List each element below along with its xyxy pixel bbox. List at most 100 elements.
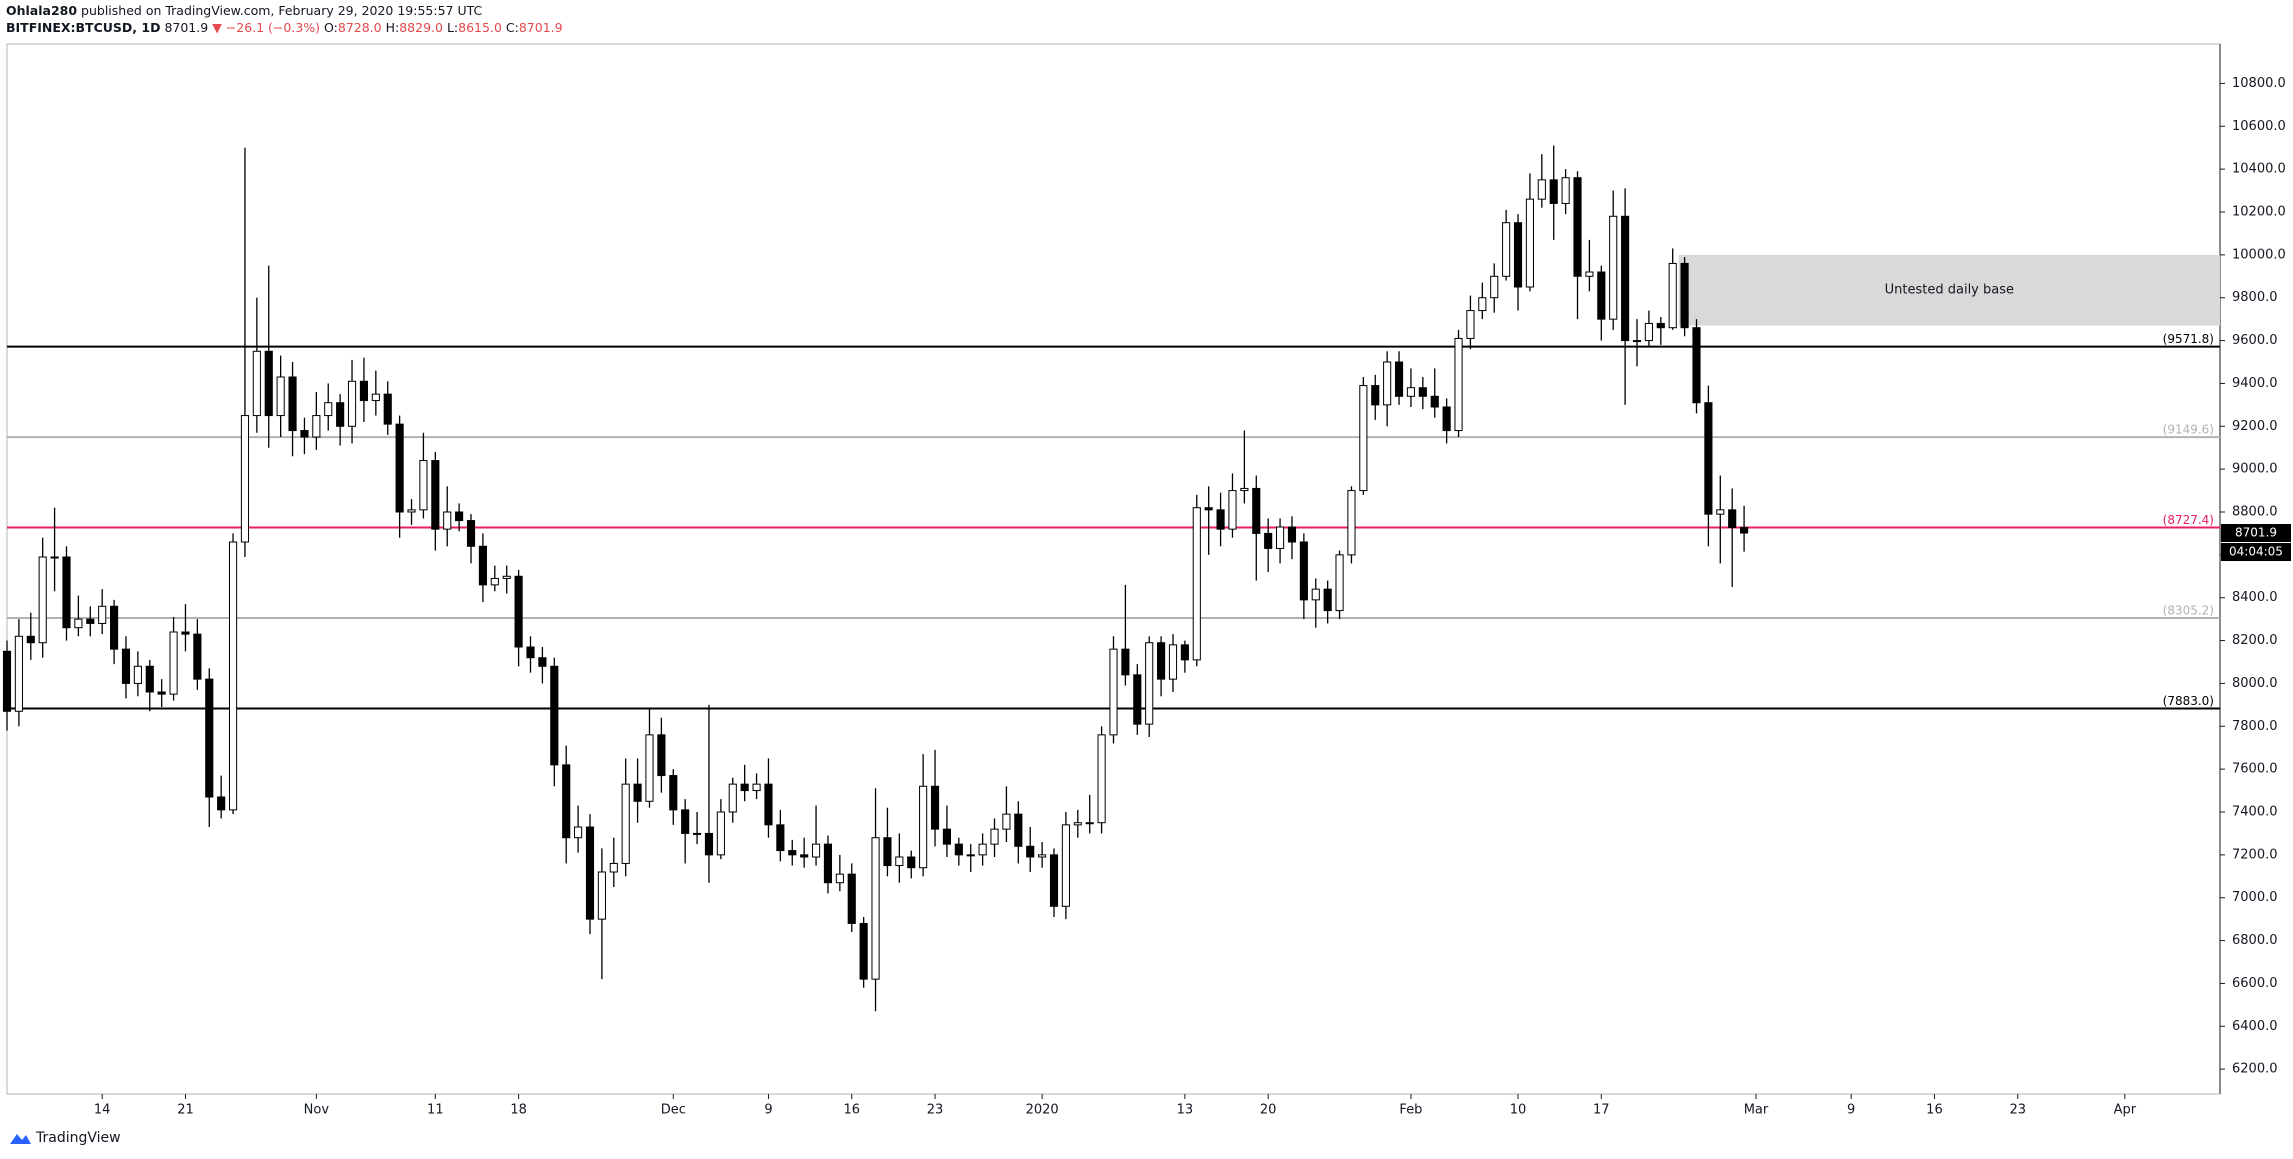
candle-body	[14, 635, 23, 712]
y-tick-label: 10600.0	[2232, 119, 2286, 134]
candle-body	[859, 922, 868, 980]
y-tick-label: 7000.0	[2232, 890, 2278, 905]
candle-body	[419, 460, 428, 511]
candle-body	[264, 350, 273, 417]
candle-body	[1252, 487, 1261, 534]
candle-body	[883, 837, 892, 867]
candle-body	[169, 631, 178, 695]
candle-body	[526, 646, 535, 659]
l-label: L:	[446, 20, 459, 35]
y-tick-label: 7800.0	[2232, 719, 2278, 734]
candle-body	[1014, 813, 1023, 847]
candle-body	[681, 809, 690, 834]
level-label: (9149.6)	[2163, 423, 2214, 437]
candle-body	[1168, 644, 1178, 680]
candle-body	[38, 556, 47, 644]
candle-body	[1061, 824, 1070, 907]
candle-body	[1228, 490, 1237, 530]
candle-body	[252, 350, 261, 417]
candle-body	[740, 783, 749, 792]
candle-body	[240, 415, 250, 543]
candle-body	[1561, 177, 1570, 204]
candle-body	[1418, 387, 1427, 397]
candle-body	[1597, 271, 1606, 320]
c-label: C:	[505, 20, 519, 35]
x-tick-label: Apr	[2114, 1103, 2137, 1118]
candle-body	[954, 843, 963, 856]
candle-body	[1656, 322, 1665, 329]
candle-body	[1525, 198, 1534, 288]
change: ▼ −26.1 (−0.3%)	[212, 20, 321, 35]
candle-body	[288, 376, 297, 432]
y-tick-label: 10400.0	[2232, 162, 2286, 177]
candle-body	[26, 635, 35, 644]
countdown-label: 04:04:05	[2229, 545, 2283, 559]
candle-body	[86, 618, 95, 624]
h-label: H:	[385, 20, 400, 35]
candle-body	[1692, 327, 1701, 404]
o-value: 8728.0	[337, 20, 382, 35]
candle-body	[1537, 179, 1546, 200]
y-tick-label: 9800.0	[2232, 290, 2278, 305]
candle-body	[693, 832, 702, 835]
c-value: 8701.9	[518, 20, 563, 35]
symbol: BITFINEX:BTCUSD, 1D	[6, 20, 161, 35]
y-tick-label: 8800.0	[2232, 505, 2278, 520]
candle-body	[1406, 387, 1416, 397]
x-tick-label: Mar	[1744, 1103, 1769, 1118]
candle-body	[205, 678, 214, 798]
y-tick-label: 10800.0	[2232, 76, 2286, 91]
candle-body	[74, 618, 83, 629]
candle-body	[62, 556, 71, 629]
candle-body	[1490, 275, 1499, 299]
candle-body	[728, 783, 737, 813]
level-label: (8727.4)	[2163, 513, 2214, 527]
candle-body	[1299, 541, 1308, 601]
y-tick-label: 7400.0	[2232, 805, 2278, 820]
candle-body	[633, 783, 642, 802]
ohlc: O:8728.0 H:8829.0 L:8615.0 C:8701.9	[324, 20, 563, 35]
candle-body	[1287, 526, 1297, 543]
candle-body	[562, 764, 571, 839]
y-tick-label: 9200.0	[2232, 419, 2278, 434]
candle-body	[823, 843, 833, 884]
candle-body	[930, 785, 940, 830]
y-tick-label: 10200.0	[2232, 205, 2286, 220]
candle-body	[657, 734, 666, 777]
candle-body	[835, 873, 844, 884]
candle-body	[1454, 337, 1463, 432]
candle-body	[895, 856, 904, 867]
y-tick-label: 6400.0	[2232, 1019, 2278, 1034]
candle-body	[1002, 813, 1011, 830]
candle-body	[1513, 222, 1523, 288]
candle-body	[1585, 271, 1594, 277]
plot-frame	[6, 43, 2221, 1095]
candle-body	[550, 665, 559, 766]
x-tick-label: 9	[764, 1103, 772, 1118]
candle-body	[669, 775, 678, 811]
candle-body	[1394, 361, 1404, 397]
x-tick-label: 11	[427, 1103, 444, 1118]
x-tick-label: 23	[927, 1103, 944, 1118]
zone	[1678, 254, 2220, 326]
logo-shape	[10, 1134, 31, 1144]
x-tick-label: Dec	[661, 1103, 686, 1118]
candle-body	[871, 837, 880, 980]
candle-body	[752, 783, 761, 792]
candle-body	[919, 785, 928, 869]
y-tick-label: 9400.0	[2232, 376, 2278, 391]
x-tick-label: 18	[510, 1103, 527, 1118]
candle-body	[1466, 310, 1475, 339]
y-tick-label: 6800.0	[2232, 933, 2278, 948]
candle-body	[1085, 822, 1094, 825]
candle-body	[847, 873, 856, 924]
h-value: 8829.0	[399, 20, 443, 35]
candle-body	[907, 856, 916, 869]
candle-body	[800, 854, 809, 858]
candle-body	[181, 631, 190, 635]
candle-body	[978, 843, 987, 856]
candle-body	[609, 862, 618, 873]
candle-body	[371, 393, 380, 402]
